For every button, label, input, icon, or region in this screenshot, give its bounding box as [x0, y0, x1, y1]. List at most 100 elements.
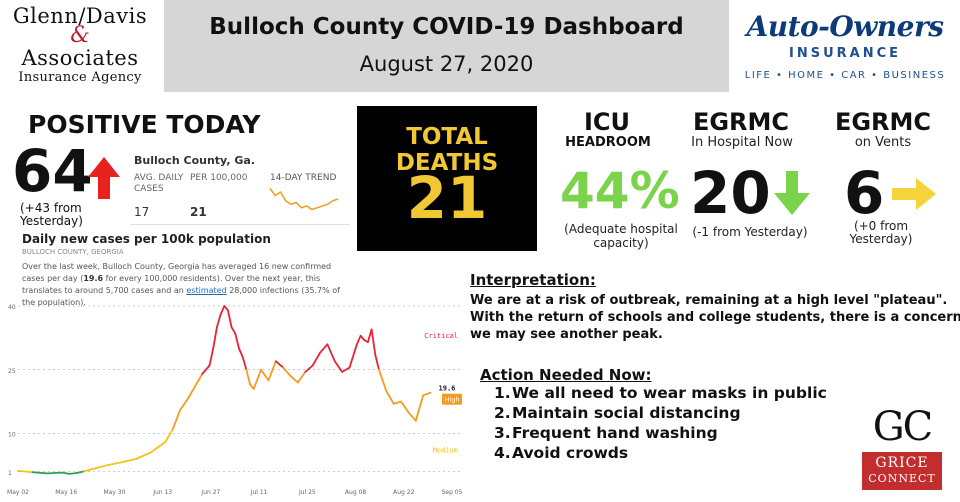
action-item-number: 2.	[494, 404, 511, 422]
x-tick-label: Jun 13	[152, 489, 172, 496]
dashboard-date: August 27, 2020	[359, 52, 534, 76]
hospital-note: (-1 from Yesterday)	[692, 225, 808, 239]
series-segment	[226, 309, 233, 329]
y-tick-label: 1	[8, 470, 12, 477]
per-100k-value: 21	[190, 205, 207, 219]
total-deaths-panel: TOTAL DEATHS 21	[357, 106, 537, 251]
interpretation-title: Interpretation:	[470, 271, 596, 289]
avg-daily-cases-value: 17	[134, 205, 150, 219]
grice-connect-logo: GC GRICE CONNECT	[862, 404, 942, 490]
zone-label-critical: Critical	[424, 332, 458, 340]
current-zone-badge	[442, 393, 462, 405]
hospital-title: EGRMC	[692, 108, 790, 136]
hospital-value: 20	[690, 159, 771, 227]
chart-y-ticks: 1 10 25 40	[8, 304, 16, 477]
y-tick-label: 40	[8, 304, 16, 311]
action-item-text: We all need to wear masks in public	[512, 384, 827, 402]
series-segment	[17, 469, 34, 474]
trend-sparkline-line	[269, 188, 339, 211]
series-segment	[274, 360, 285, 369]
action-item-number: 4.	[494, 444, 511, 462]
icu-title: ICU	[583, 108, 631, 136]
grice-connect-mark: GC	[872, 404, 934, 450]
series-segment	[215, 313, 222, 329]
action-item-text: Avoid crowds	[512, 444, 629, 462]
series-segment	[289, 375, 299, 384]
action-list: 1.We all need to wear masks in public 2.…	[494, 383, 827, 463]
action-item: 4.Avoid crowds	[494, 443, 827, 463]
logo-ampersand: &	[70, 23, 90, 48]
logo-line-2: Associates	[21, 46, 139, 70]
grice-connect-line-2: CONNECT	[868, 472, 936, 485]
chart-description: Over the last week, Bulloch County, Geor…	[22, 261, 352, 309]
total-deaths-title: TOTAL DEATHS	[395, 124, 499, 176]
series-segment	[414, 394, 425, 422]
chart-title: Daily new cases per 100k population	[22, 232, 271, 246]
series-segment	[61, 471, 71, 475]
series-segment	[385, 390, 395, 405]
hospital-subtitle: In Hospital Now	[691, 135, 793, 150]
positive-today-change: (+43 from Yesterday)	[20, 201, 83, 228]
x-tick-label: Aug 08	[345, 489, 366, 496]
header-band: Bulloch County COVID-19 Dashboard August…	[164, 0, 729, 92]
x-tick-label: May 30	[103, 489, 125, 496]
series-segment	[31, 471, 49, 475]
x-tick-label: Jul 25	[298, 489, 316, 496]
series-segment	[234, 332, 240, 350]
series-segment	[90, 464, 108, 471]
arrow-up-icon	[88, 157, 120, 199]
chart-grid	[18, 305, 460, 472]
logo-line-1: Glenn/Davis	[12, 4, 148, 28]
series-segment	[311, 351, 321, 367]
series-segment	[400, 400, 410, 414]
arrow-down-icon	[774, 171, 810, 215]
action-item: 1.We all need to wear masks in public	[494, 383, 827, 403]
x-tick-label: Sep 05	[442, 489, 463, 496]
series-segment	[319, 343, 329, 354]
series-segment	[134, 451, 152, 460]
glenn-davis-logo: Glenn/Davis & Associates Insurance Agenc…	[0, 0, 160, 92]
series-segment	[366, 328, 373, 343]
x-tick-label: Jul 11	[250, 489, 268, 496]
series-segment	[374, 354, 380, 371]
positive-today-title: POSITIVE TODAY	[28, 110, 261, 139]
series-segment	[359, 334, 366, 341]
estimated-link[interactable]: estimated	[186, 286, 227, 295]
icu-note: (Adequate hospital capacity)	[564, 222, 678, 250]
series-segment	[120, 458, 137, 464]
stats-divider	[130, 224, 350, 225]
chart-zone-labels: Critical Medium	[424, 332, 458, 455]
series-segment	[230, 326, 237, 335]
series-segment	[171, 409, 182, 431]
chart-x-ticks: May 02 May 16 May 30 Jun 13 Jun 27 Jul 11 Jul …	[7, 489, 463, 496]
y-tick-label: 10	[8, 432, 16, 439]
icu-subtitle: HEADROOM	[565, 135, 651, 150]
series-segment	[201, 364, 211, 375]
chart-current-value: 19.6 High	[439, 385, 462, 405]
series-segment	[333, 360, 344, 373]
chart-subtitle: BULLOCH COUNTY, GEORGIA	[22, 248, 124, 256]
series-segment	[326, 343, 336, 363]
series-segment	[105, 461, 122, 467]
series-segment	[164, 428, 174, 443]
series-segment	[378, 368, 388, 392]
series-segment	[76, 470, 86, 474]
per-100k-label: PER 100,000	[190, 173, 248, 183]
series-segment	[370, 328, 377, 356]
series-segment	[392, 400, 403, 405]
x-tick-label: May 16	[55, 489, 77, 496]
series-segment	[252, 368, 263, 390]
auto-owners-logo: Auto-Owners INSURANCE LIFE • HOME • CAR …	[730, 0, 960, 92]
x-tick-label: Aug 22	[393, 489, 414, 496]
series-segment	[193, 373, 204, 388]
series-segment	[212, 326, 218, 350]
chart-series-line	[17, 305, 432, 475]
series-segment	[83, 468, 93, 473]
logo-line-3: Insurance Agency	[18, 70, 142, 85]
series-segment	[267, 360, 277, 382]
chart-desc-highlight: 19.6	[83, 274, 104, 283]
auto-owners-insurance: INSURANCE	[788, 46, 901, 61]
action-item: 2.Maintain social distancing	[494, 403, 827, 423]
series-segment	[241, 356, 248, 371]
current-value-label: 19.6	[439, 385, 456, 393]
